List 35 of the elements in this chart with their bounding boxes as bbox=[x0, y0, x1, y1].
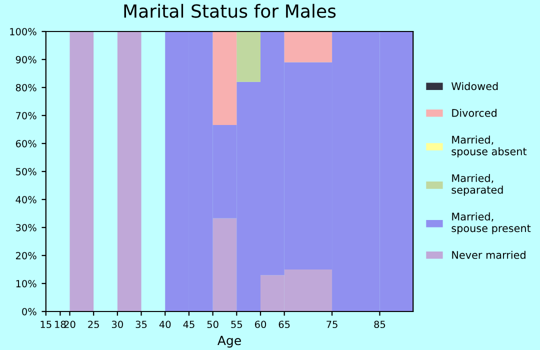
x-tick-label: 45 bbox=[183, 320, 194, 328]
y-tick-label: 30% bbox=[16, 224, 36, 232]
y-tick-label: 80% bbox=[16, 84, 36, 92]
legend-label: Widowed bbox=[451, 82, 498, 90]
x-tick-label: 35 bbox=[136, 320, 147, 328]
x-tick-label: 40 bbox=[159, 320, 171, 328]
y-tick-label: 60% bbox=[16, 140, 36, 148]
x-tick-label: 50 bbox=[207, 320, 218, 328]
y-tick-label: 100% bbox=[10, 28, 36, 36]
y-tick-label: 0% bbox=[22, 308, 36, 316]
bar bbox=[212, 218, 237, 312]
x-tick-label: 15 bbox=[40, 320, 52, 328]
y-tick-label: 50% bbox=[16, 168, 36, 176]
y-tick-label: 10% bbox=[16, 280, 36, 288]
y-tick-label: 40% bbox=[16, 196, 36, 204]
legend-label: Married, separated bbox=[452, 174, 503, 196]
x-tick-label: 25 bbox=[88, 320, 99, 328]
x-tick-label: 55 bbox=[231, 320, 242, 328]
x-tick-label: 65 bbox=[278, 320, 290, 328]
x-tick-label: 85 bbox=[374, 320, 386, 328]
legend-label: Married, spouse present bbox=[452, 212, 531, 234]
bar bbox=[117, 32, 142, 312]
y-tick-label: 90% bbox=[16, 56, 36, 64]
y-tick-label: 20% bbox=[16, 252, 36, 260]
x-axis-title: Age bbox=[218, 336, 241, 348]
bar bbox=[236, 32, 260, 82]
legend-label: Never married bbox=[452, 250, 526, 259]
chart-title: Marital Status for Males bbox=[124, 4, 336, 18]
x-tick-label: 30 bbox=[112, 320, 123, 328]
legend-label: Divorced bbox=[452, 108, 496, 117]
legend-label: Married, spouse absent bbox=[452, 136, 527, 158]
x-tick-label: 75 bbox=[326, 320, 338, 328]
x-tick-label: 60 bbox=[254, 320, 266, 328]
y-tick-label: 70% bbox=[16, 112, 36, 120]
bar bbox=[70, 32, 94, 312]
